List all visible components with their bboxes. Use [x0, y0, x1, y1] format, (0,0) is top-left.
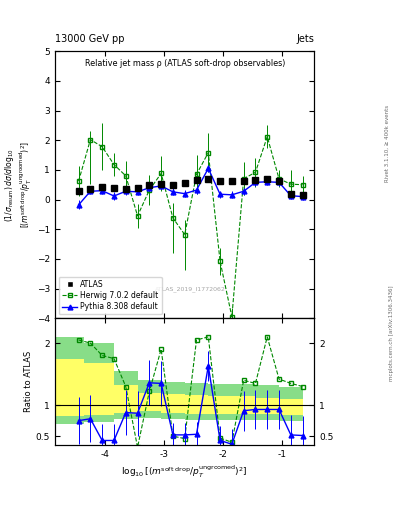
- X-axis label: $\log_{10}[(m^{\mathrm{soft\ drop}}/p_T^{\mathrm{ungroomed}})^2]$: $\log_{10}[(m^{\mathrm{soft\ drop}}/p_T^…: [121, 463, 248, 480]
- Text: ATLAS_2019_I1772062: ATLAS_2019_I1772062: [154, 286, 225, 291]
- Text: Relative jet mass ρ (ATLAS soft-drop observables): Relative jet mass ρ (ATLAS soft-drop obs…: [84, 59, 285, 68]
- Text: mcplots.cern.ch [arXiv:1306.3436]: mcplots.cern.ch [arXiv:1306.3436]: [389, 285, 393, 380]
- Text: Jets: Jets: [297, 33, 314, 44]
- Y-axis label: $(1/\sigma_\mathrm{resum})\,d\sigma/d\log_{10}$
$[(m^\mathrm{soft\,drop}/p_T^\ma: $(1/\sigma_\mathrm{resum})\,d\sigma/d\lo…: [3, 141, 34, 228]
- Legend: ATLAS, Herwig 7.0.2 default, Pythia 8.308 default: ATLAS, Herwig 7.0.2 default, Pythia 8.30…: [59, 277, 162, 314]
- Text: 13000 GeV pp: 13000 GeV pp: [55, 33, 125, 44]
- Y-axis label: Ratio to ATLAS: Ratio to ATLAS: [24, 351, 33, 413]
- Text: Rivet 3.1.10, ≥ 400k events: Rivet 3.1.10, ≥ 400k events: [385, 105, 389, 182]
